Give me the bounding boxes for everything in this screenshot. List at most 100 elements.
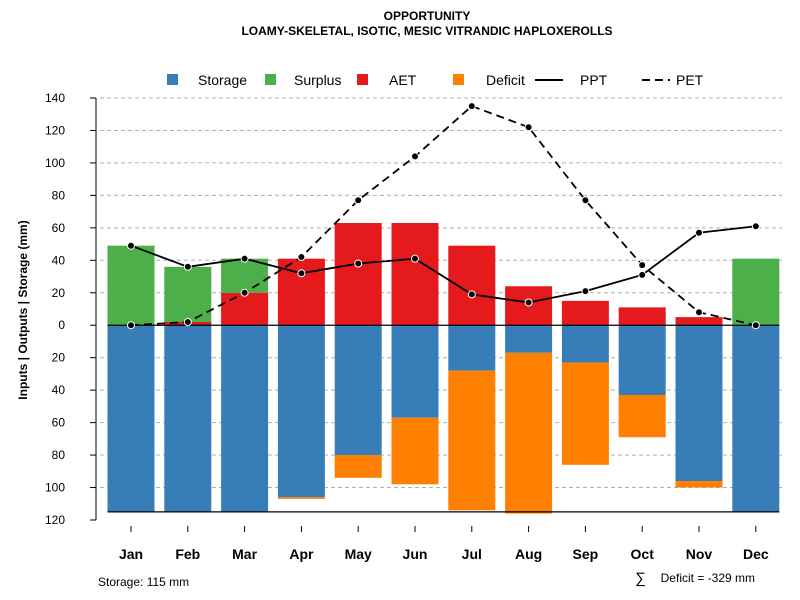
point-ppt-dec: [751, 222, 760, 231]
x-tick-label-jan: Jan: [119, 546, 143, 562]
bar-aet-sep: [561, 300, 609, 326]
axes: 140 120 100 80 60 40 20 0 20 40 60 80 100 120 Jan Feb Ma…: [45, 91, 769, 562]
point-pet-feb: [183, 317, 192, 326]
legend-label-aet: AET: [389, 72, 417, 88]
y-tick-label: 60: [52, 416, 66, 430]
point-pet-jul: [467, 102, 476, 111]
bar-storage-sep: [561, 325, 609, 363]
bar-storage-jan: [107, 325, 155, 512]
y-tick-label: 40: [52, 253, 66, 267]
point-pet-may: [354, 196, 363, 205]
chart-subtitle: LOAMY-SKELETAL, ISOTIC, MESIC VITRANDIC …: [241, 24, 612, 38]
legend: Storage Surplus AET Deficit PPT PET: [167, 72, 704, 88]
legend-swatch-aet: [357, 74, 368, 85]
x-tick-label-dec: Dec: [743, 546, 769, 562]
bar-storage-jul: [448, 325, 496, 371]
x-tick-label-nov: Nov: [686, 546, 713, 562]
point-ppt-feb: [183, 262, 192, 271]
legend-swatch-storage: [167, 74, 178, 85]
sum-symbol: ∑: [635, 570, 646, 587]
legend-label-ppt: PPT: [580, 72, 608, 88]
bar-storage-nov: [675, 325, 723, 482]
bar-surplus-jan: [107, 245, 155, 326]
series-lines: [107, 102, 780, 513]
legend-label-pet: PET: [676, 72, 704, 88]
legend-label-deficit: Deficit: [486, 72, 525, 88]
bar-aet-may: [334, 222, 382, 326]
y-tick-label: 20: [52, 351, 66, 365]
point-pet-sep: [581, 196, 590, 205]
x-tick-label-may: May: [345, 546, 372, 562]
x-tick-label-apr: Apr: [289, 546, 314, 562]
bar-storage-dec: [732, 325, 780, 512]
x-tick-label-feb: Feb: [175, 546, 200, 562]
y-axis-label: Inputs | Outputs | Storage (mm): [16, 220, 30, 399]
y-tick-label: 60: [52, 221, 66, 235]
bar-aet-jul: [448, 245, 496, 326]
y-tick-label: 100: [45, 481, 65, 495]
x-tick-label-jun: Jun: [403, 546, 428, 562]
legend-label-storage: Storage: [198, 72, 247, 88]
bar-deficit-may: [334, 455, 382, 478]
bar-surplus-mar: [221, 258, 269, 293]
point-ppt-jul: [467, 290, 476, 299]
legend-swatch-surplus: [265, 74, 276, 85]
bar-aet-jun: [391, 222, 439, 326]
bar-storage-mar: [221, 325, 269, 512]
x-tick-label-jul: Jul: [462, 546, 482, 562]
chart-title: OPPORTUNITY: [384, 9, 471, 23]
bar-deficit-aug: [505, 352, 553, 514]
point-pet-oct: [638, 261, 647, 270]
point-pet-apr: [297, 253, 306, 262]
point-pet-dec: [751, 321, 760, 330]
point-pet-nov: [695, 308, 703, 317]
bar-deficit-jun: [391, 417, 439, 485]
legend-swatch-deficit: [453, 74, 464, 85]
y-tick-label: 0: [58, 318, 65, 332]
bar-storage-jun: [391, 325, 439, 418]
point-ppt-oct: [638, 270, 647, 279]
bar-deficit-sep: [561, 362, 609, 465]
x-tick-label-aug: Aug: [515, 546, 542, 562]
bar-storage-may: [334, 325, 382, 456]
storage-footnote: Storage: 115 mm: [98, 575, 189, 589]
point-pet-aug: [524, 123, 533, 132]
line-pet: [130, 105, 757, 327]
x-tick-label-sep: Sep: [573, 546, 599, 562]
bar-storage-aug: [505, 325, 553, 353]
y-tick-label: 80: [52, 188, 66, 202]
bar-deficit-apr: [277, 497, 325, 499]
x-tick-label-oct: Oct: [631, 546, 655, 562]
point-ppt-apr: [297, 269, 306, 278]
point-ppt-nov: [695, 228, 703, 237]
y-tick-label: 100: [45, 156, 65, 170]
y-tick-label: 120: [45, 513, 65, 527]
point-ppt-mar: [240, 254, 249, 263]
bar-storage-apr: [277, 325, 325, 498]
bar-aet-oct: [618, 307, 666, 326]
y-tick-label: 120: [45, 123, 65, 137]
bar-surplus-dec: [732, 258, 780, 326]
bars: [107, 222, 780, 514]
bar-aet-mar: [221, 292, 269, 326]
point-pet-jun: [411, 152, 419, 161]
point-ppt-jan: [127, 241, 135, 250]
grid-lines: [100, 97, 782, 489]
y-tick-label: 80: [52, 448, 66, 462]
point-pet-jan: [127, 321, 135, 330]
bar-deficit-nov: [675, 481, 723, 488]
point-ppt-aug: [524, 298, 533, 307]
bar-aet-nov: [675, 317, 723, 326]
point-ppt-may: [354, 259, 363, 268]
bar-deficit-jul: [448, 370, 496, 511]
point-ppt-sep: [581, 287, 590, 296]
point-pet-mar: [240, 288, 249, 297]
deficit-footnote: Deficit = -329 mm: [661, 571, 755, 585]
x-tick-label-mar: Mar: [232, 546, 257, 562]
point-ppt-jun: [411, 254, 419, 263]
y-tick-label: 140: [45, 91, 65, 105]
legend-label-surplus: Surplus: [294, 72, 341, 88]
bar-deficit-oct: [618, 395, 666, 438]
bar-storage-feb: [164, 325, 212, 512]
